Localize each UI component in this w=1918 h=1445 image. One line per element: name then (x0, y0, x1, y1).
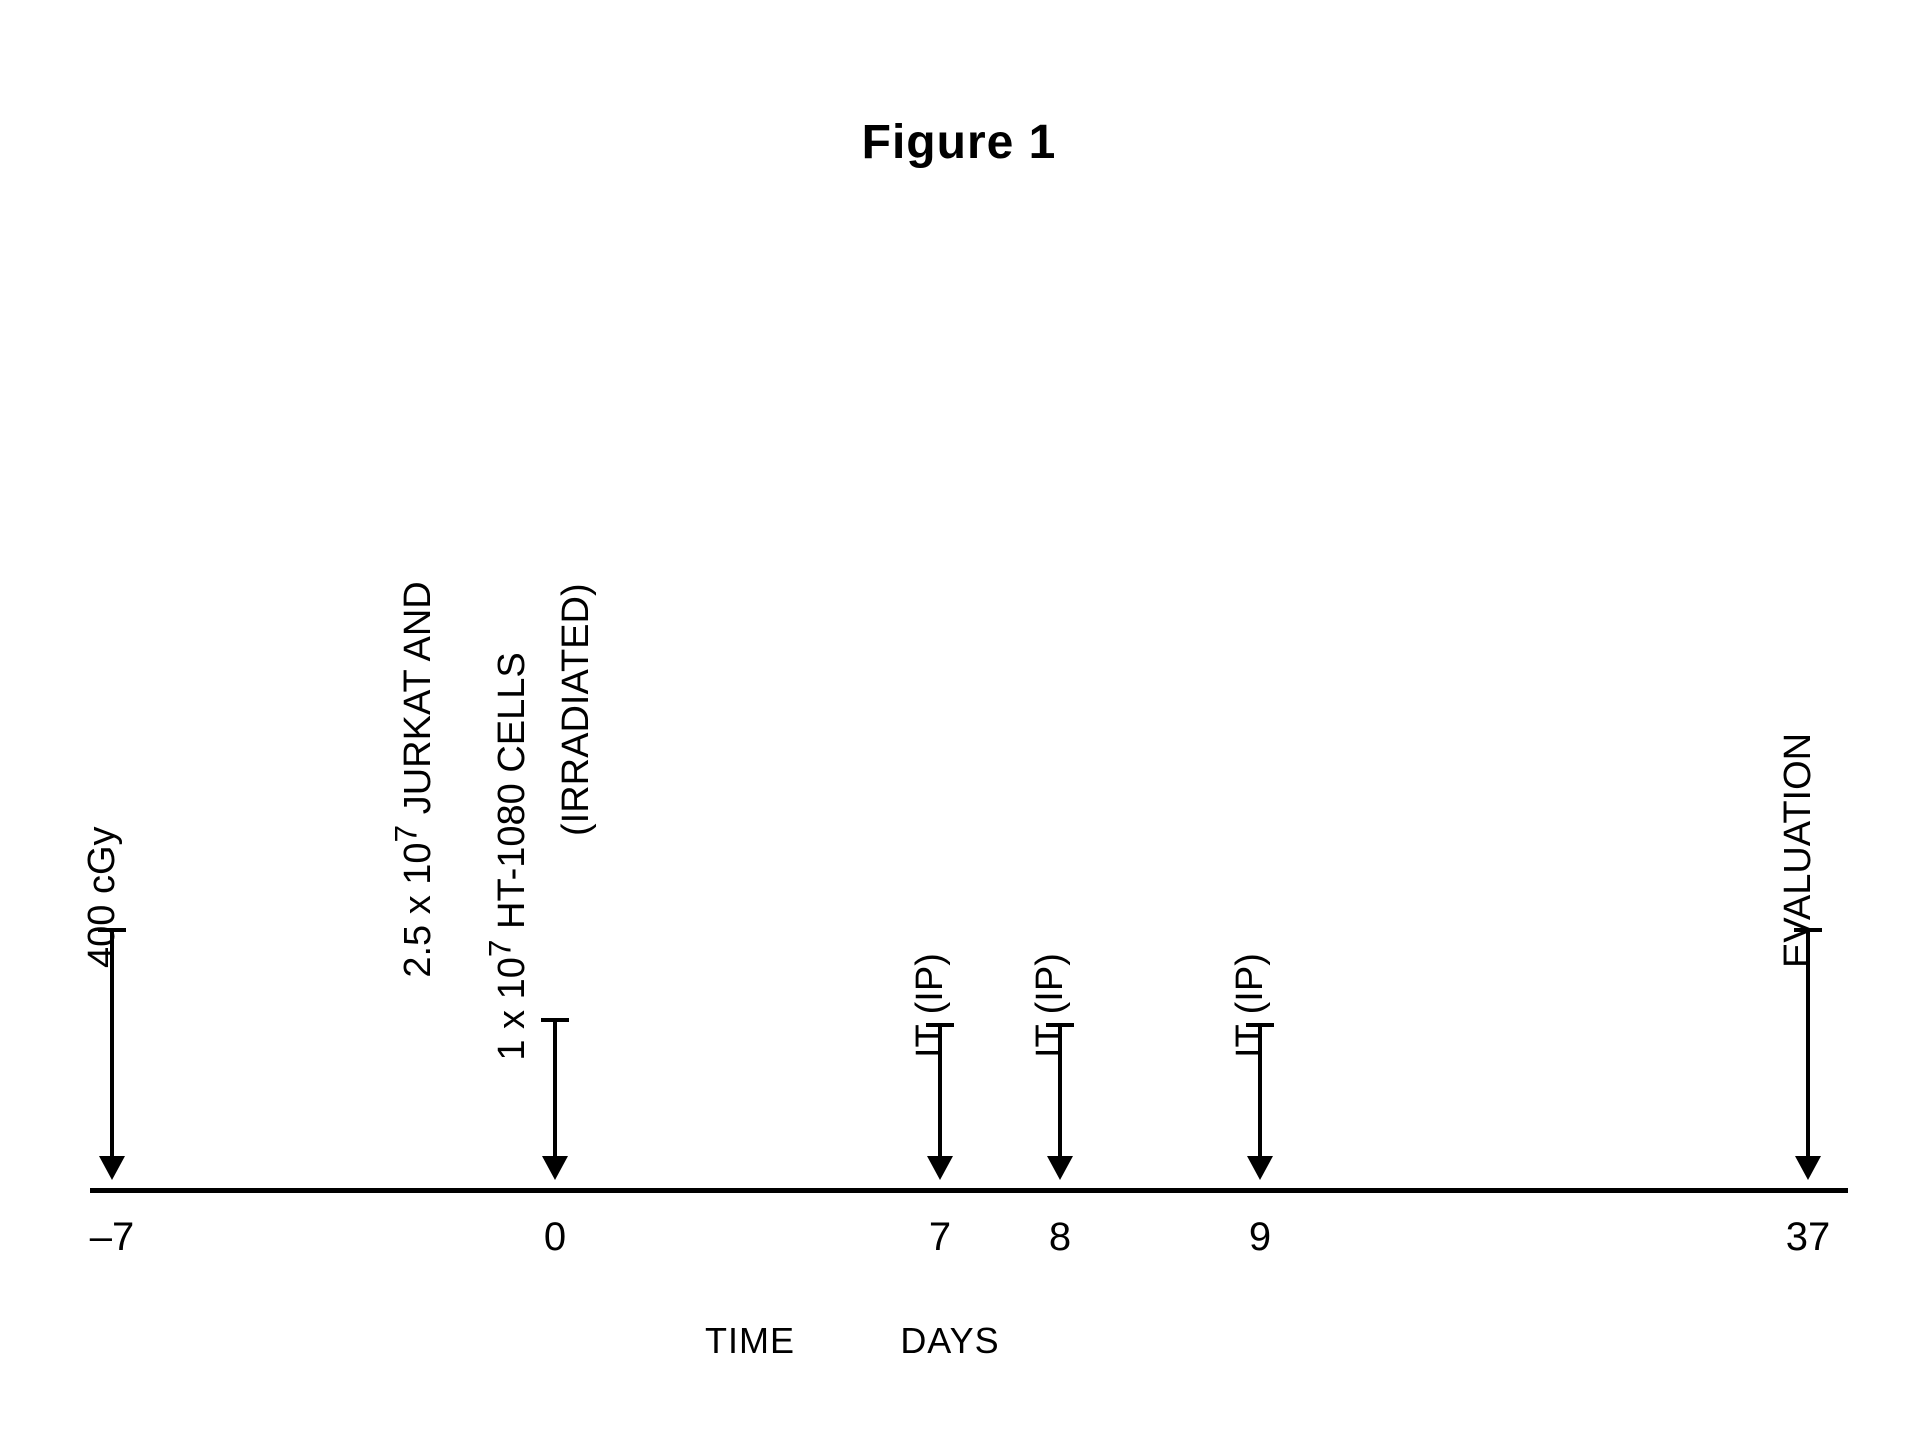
arrow-top-tick (541, 1018, 569, 1022)
event-label: 400 cGy (81, 826, 124, 968)
arrow-down-icon (1047, 1156, 1073, 1180)
arrow-down-icon (1795, 1156, 1821, 1180)
arrow-line (553, 1020, 557, 1156)
arrow-down-icon (99, 1156, 125, 1180)
axis-label-time: TIME (705, 1320, 795, 1362)
arrow-down-icon (927, 1156, 953, 1180)
arrow-down-icon (1247, 1156, 1273, 1180)
timeline-tick-label: 37 (1786, 1215, 1831, 1260)
timeline-tick-label: 7 (929, 1215, 951, 1260)
event-label: 2.5 x 107 JURKAT AND (387, 581, 440, 977)
timeline-tick-label: –7 (90, 1215, 135, 1260)
timeline-tick-label: 9 (1249, 1215, 1271, 1260)
event-label: 1 x 107 HT-1080 CELLS (481, 652, 534, 1060)
arrow-down-icon (542, 1156, 568, 1180)
event-label: (IRRADIATED) (555, 583, 598, 836)
event-label: IT (IP) (1229, 953, 1272, 1058)
event-label: IT (IP) (1029, 953, 1072, 1058)
timeline-tick-label: 8 (1049, 1215, 1071, 1260)
figure-title: Figure 1 (0, 115, 1918, 170)
timeline-axis (90, 1188, 1848, 1193)
event-label: EVALUATION (1777, 733, 1820, 968)
event-label: IT (IP) (909, 953, 952, 1058)
axis-label-days: DAYS (900, 1320, 999, 1362)
timeline-tick-label: 0 (544, 1215, 566, 1260)
